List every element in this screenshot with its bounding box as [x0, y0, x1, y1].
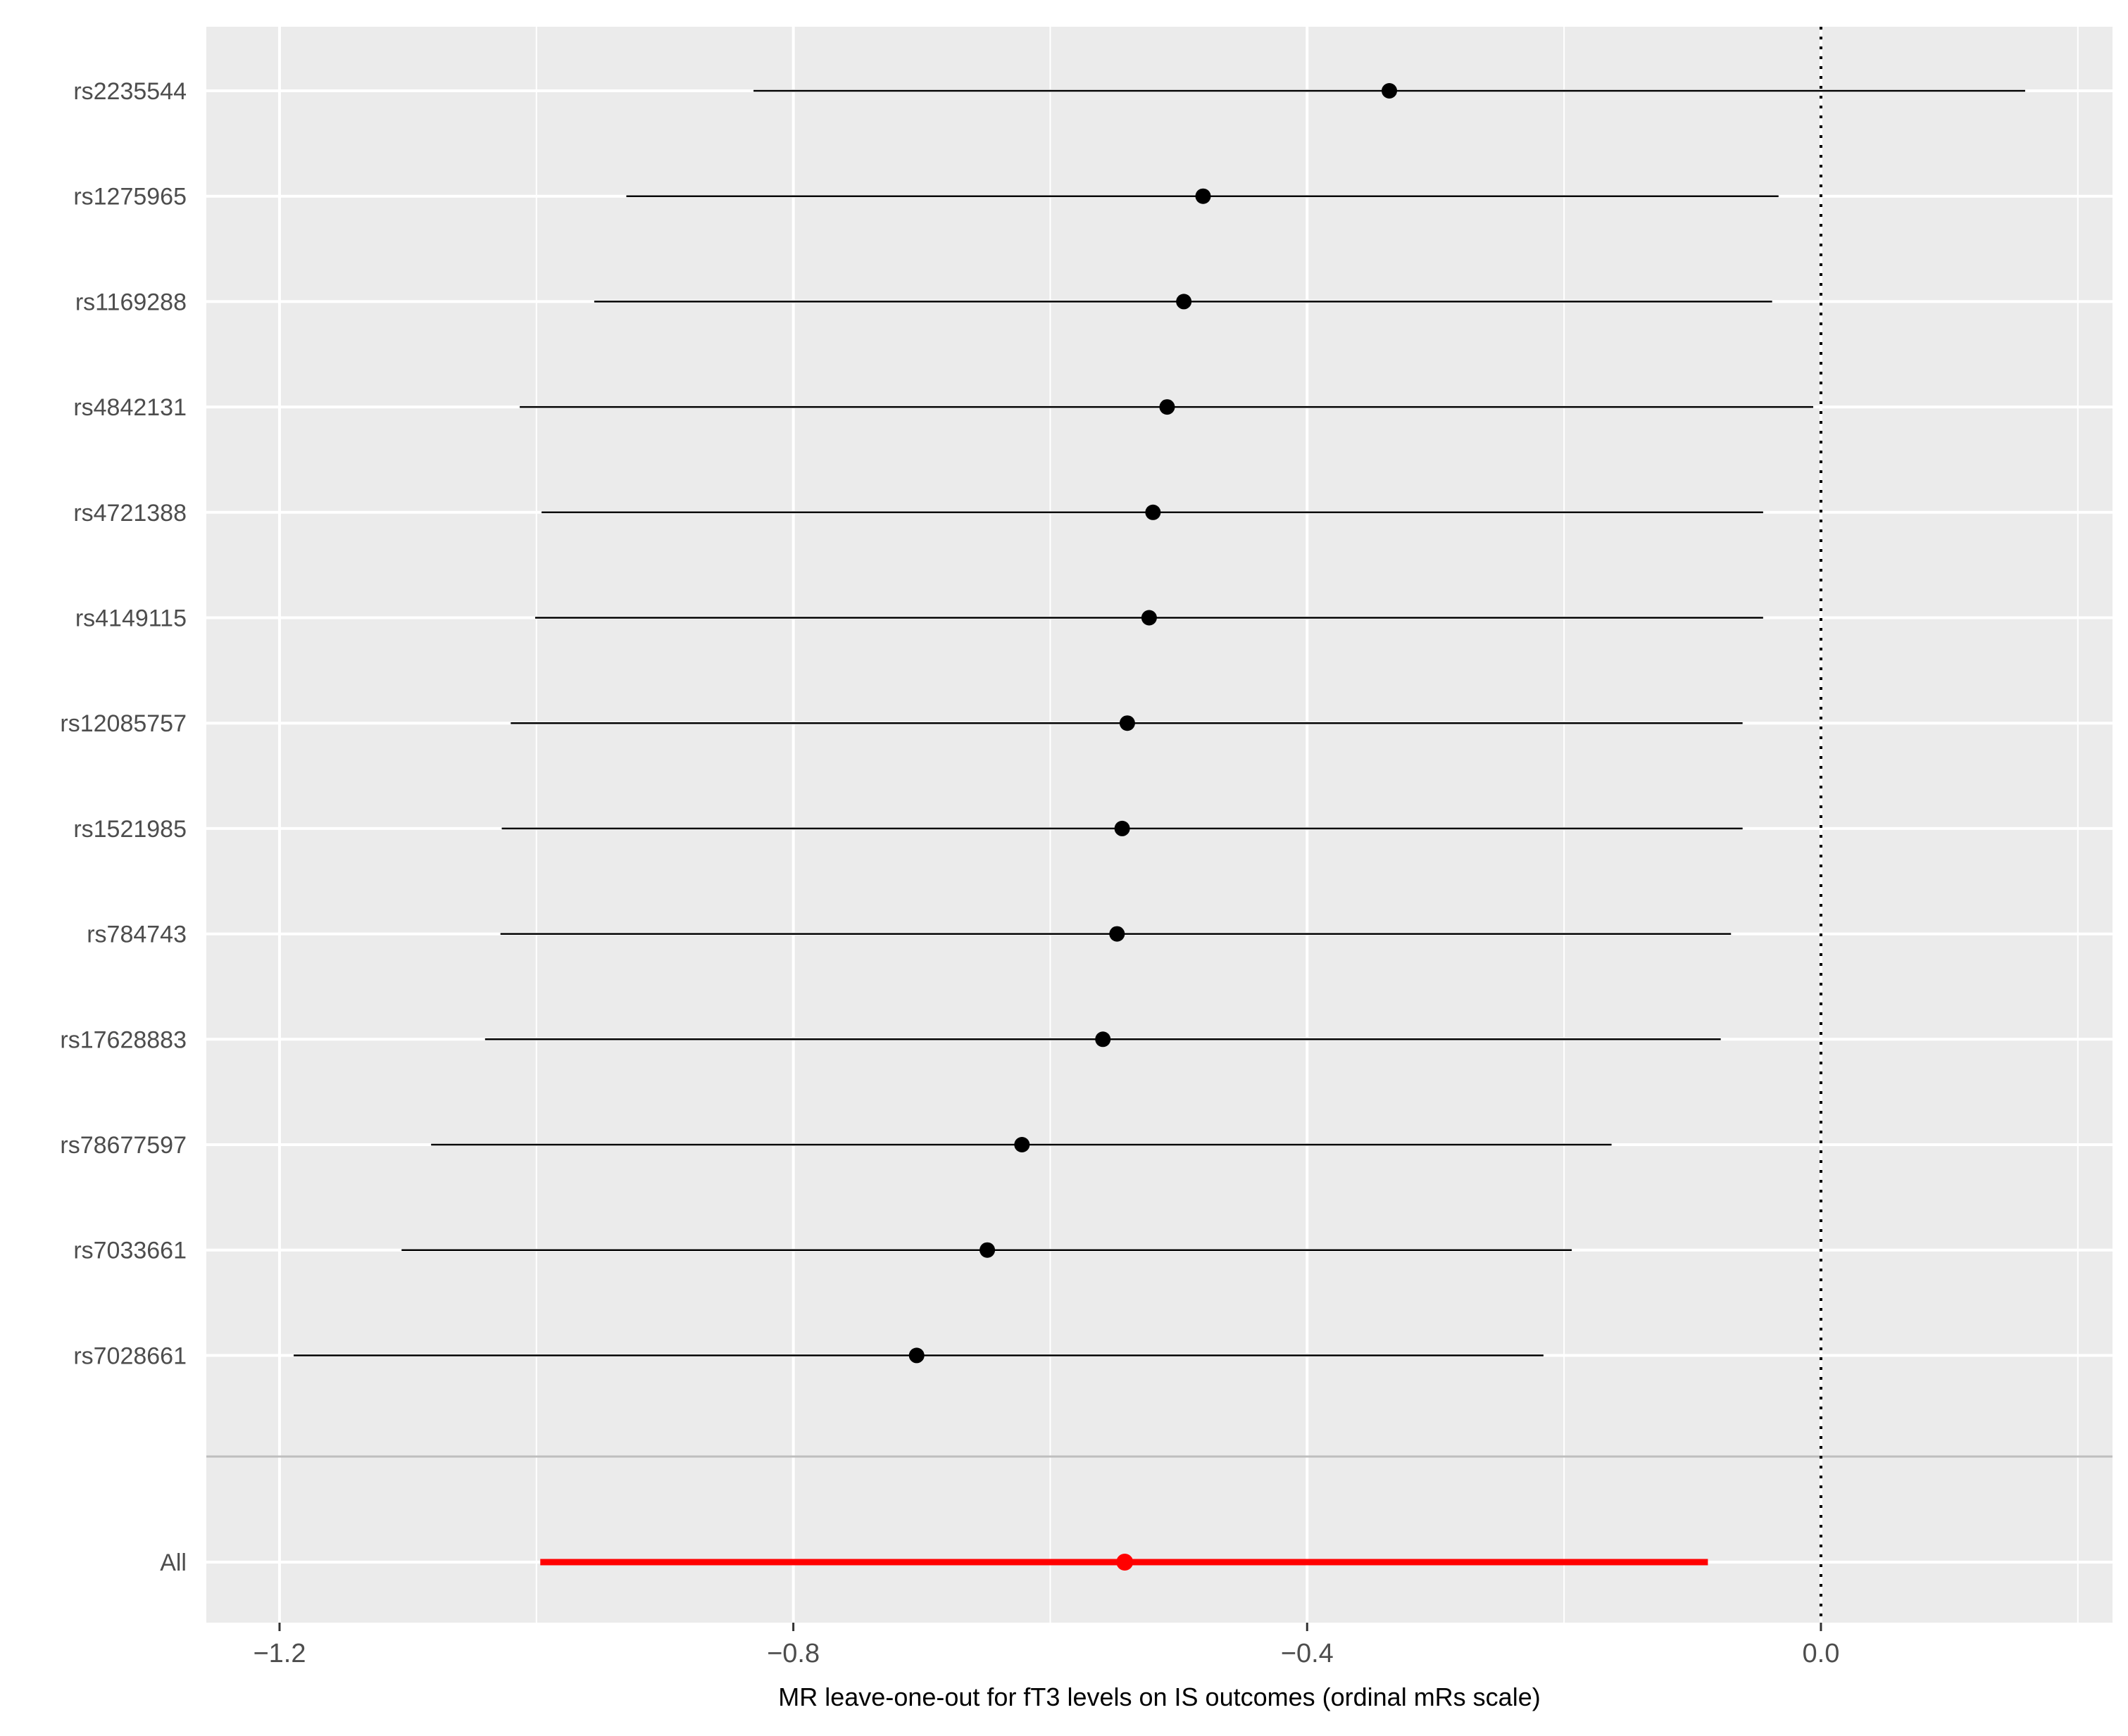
- row-label: rs7028661: [73, 1342, 187, 1369]
- row-label: rs4149115: [75, 605, 187, 632]
- row-label: rs12085757: [60, 710, 187, 737]
- point-estimates: [908, 83, 1398, 1571]
- point-estimate: [1382, 83, 1398, 99]
- row-label: rs4842131: [73, 394, 187, 421]
- row-label: rs78677597: [60, 1132, 187, 1159]
- x-tick-label: −1.2: [253, 1639, 306, 1668]
- row-label: rs2235544: [73, 78, 187, 105]
- summary-point-estimate: [1116, 1554, 1134, 1571]
- row-label: rs1275965: [73, 184, 187, 210]
- point-estimate: [1109, 926, 1125, 942]
- x-tick-label: 0.0: [1803, 1639, 1840, 1668]
- row-label: rs1521985: [73, 816, 187, 843]
- point-estimate: [1119, 715, 1135, 731]
- x-tick-label: −0.4: [1281, 1639, 1334, 1668]
- point-estimate: [1195, 188, 1211, 204]
- point-estimate: [908, 1347, 925, 1364]
- point-estimate: [1145, 504, 1161, 520]
- row-label: rs7033661: [73, 1238, 187, 1264]
- point-estimate: [1095, 1031, 1111, 1048]
- row-label: rs1169288: [75, 289, 187, 315]
- y-axis-labels: rs2235544 rs1275965 rs1169288 rs4842131 rs47…: [60, 78, 187, 1576]
- row-label: rs4721388: [73, 500, 187, 527]
- point-estimate: [1014, 1137, 1030, 1152]
- x-axis-title: MR leave-one-out for fT3 levels on IS ou…: [778, 1682, 1540, 1711]
- x-axis-ticks: −1.2 −0.8 −0.4 0.0: [253, 1623, 1839, 1668]
- point-estimate: [1141, 610, 1157, 626]
- row-label: rs784743: [87, 922, 187, 948]
- row-label: rs17628883: [60, 1026, 187, 1053]
- point-estimate: [979, 1242, 996, 1258]
- summary-row-label: All: [160, 1549, 187, 1576]
- point-estimate: [1159, 399, 1175, 415]
- x-tick-label: −0.8: [767, 1639, 820, 1668]
- point-estimate: [1176, 294, 1192, 310]
- point-estimate: [1114, 820, 1130, 836]
- panel-background: [206, 27, 2113, 1623]
